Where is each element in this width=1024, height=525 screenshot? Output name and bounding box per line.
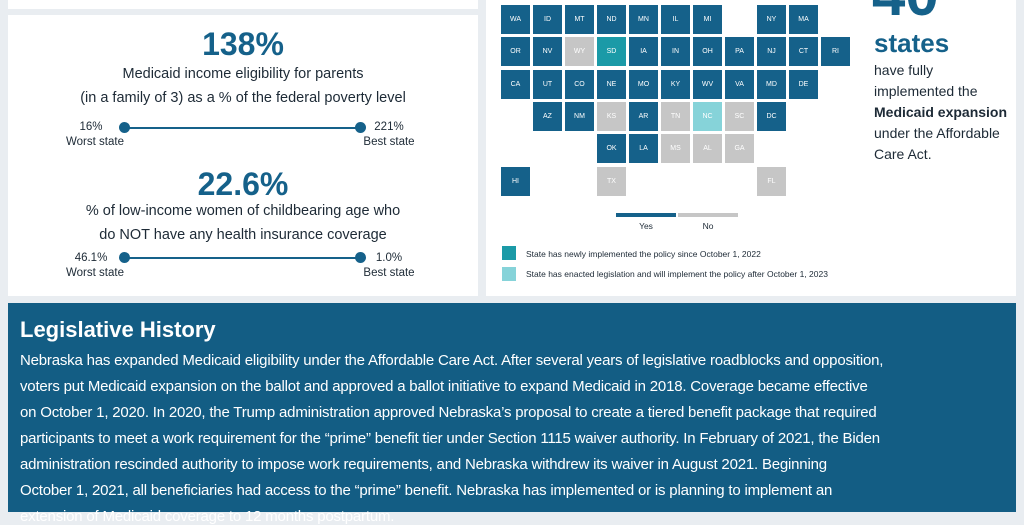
state-tile: IA [629,37,658,67]
worst-value: 46.1% [74,252,108,264]
state-tile: MN [629,5,658,34]
legend-swatch [502,267,516,281]
legend-yes: Yes [639,221,653,231]
best-label: Best state [363,267,415,279]
state-tile: SC [725,101,754,131]
summary-line: Medicaid expansion [874,104,1008,120]
indicator-value: 22.6% [197,166,289,202]
history-line: voters put Medicaid expansion on the bal… [20,378,868,395]
history-line: October 1, 2021, all beneficiaries had a… [20,482,833,499]
state-tile: GA [725,134,754,164]
state-tile: MA [789,5,818,34]
best-value: 1.0% [375,252,403,264]
state-tile: OR [501,37,530,67]
indicator-value: 138% [202,26,284,62]
best-value: 221% [374,121,404,133]
history-line: administration rescinded authority to im… [20,456,827,473]
state-tile: UT [533,69,562,99]
summary-unit: states [874,28,950,58]
worst-label: Worst state [66,267,124,279]
legend-enacted: State has enacted legislation and will i… [526,269,828,279]
state-tile: AR [629,101,658,131]
state-tile: CT [789,37,818,67]
history-line: Nebraska has expanded Medicaid eligibili… [20,352,884,369]
history-line: on October 1, 2020. In 2020, the Trump a… [20,404,877,421]
indicator-description: do NOT have any health insurance coverag… [99,227,387,243]
worst-value: 16% [79,121,103,133]
state-tile: MT [565,5,594,34]
state-tile: SD [597,37,626,67]
indicator-description: % of low-income women of childbearing ag… [85,203,401,219]
state-tile: VA [725,69,754,99]
state-tile: KY [661,69,690,99]
state-tile: NJ [757,37,786,67]
state-tile: KS [597,101,626,131]
range-dot [355,252,366,263]
state-tile: TN [661,101,690,131]
legend-newly: State has newly implemented the policy s… [526,249,761,259]
summary-line: under the Affordable [874,125,1000,141]
indicator-panel [8,15,478,296]
state-tile: ND [597,5,626,34]
legend-no: No [702,221,714,231]
state-tile: PA [725,37,754,67]
state-tile: CA [501,69,530,99]
range-dot [355,122,366,133]
state-tile: WV [693,69,722,99]
worst-label: Worst state [66,136,124,148]
state-tile: MI [693,5,722,34]
summary-number: 40 [872,0,939,29]
range-dot [119,252,130,263]
state-tile: AL [693,134,722,164]
state-tile: NV [533,37,562,67]
state-tile: NM [565,101,594,131]
history-line: participants to meet a work requirement … [20,430,880,447]
state-tile: WY [565,37,594,67]
range-dot [119,122,130,133]
state-tile: OH [693,37,722,67]
state-tile: ID [533,5,562,34]
state-tile: TX [597,166,626,196]
state-tile: RI [821,37,850,67]
state-tile: DE [789,69,818,99]
history-title: Legislative History [20,317,216,342]
state-tile: LA [629,134,658,164]
state-tile: AZ [533,101,562,131]
state-tile: DC [757,101,786,131]
best-label: Best state [363,136,415,148]
range-track [125,127,360,129]
history-line: extension of Medicaid coverage to 12 mon… [20,508,395,525]
legend-yes-bar [616,213,676,217]
state-tile: NC [693,101,722,131]
state-tile: IN [661,37,690,67]
indicator-description: Medicaid income eligibility for parents [122,66,364,82]
state-tile: NY [757,5,786,34]
summary-line: Care Act. [874,146,932,162]
range-track [125,257,360,259]
state-tile: OK [597,134,626,164]
state-tile: MD [757,69,786,99]
legend-swatch [502,246,516,260]
state-tile: IL [661,5,690,34]
state-tile: NE [597,69,626,99]
state-tile: FL [757,166,786,196]
state-tile: WA [501,5,530,34]
state-tile: HI [501,166,530,196]
history-panel [8,303,1016,512]
state-tile: MS [661,134,690,164]
top-panel [8,0,478,9]
indicator-description: (in a family of 3) as a % of the federal… [80,90,406,106]
summary-line: have fully [874,62,934,78]
page: 138% Medicaid income eligibility for par… [8,0,1016,525]
summary-line: implemented the [874,83,978,99]
state-tile: CO [565,69,594,99]
legend-no-bar [678,213,738,217]
state-tile: MO [629,69,658,99]
